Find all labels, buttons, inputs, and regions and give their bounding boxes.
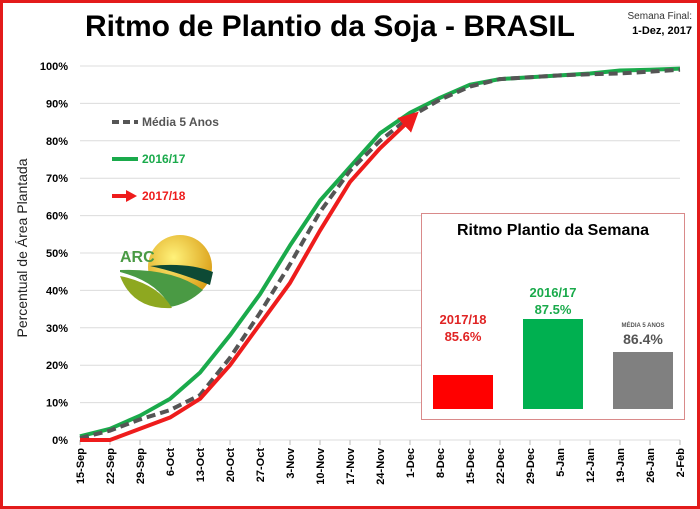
series-m-dia-5-anos <box>79 67 681 441</box>
y-tick-label: 80% <box>46 136 68 148</box>
x-tick-label: 2-Feb <box>675 448 687 478</box>
bar-label-2016-17: 2016/17 87.5% <box>529 285 577 317</box>
bar-label-2017-18: 2017/18 85.6% <box>439 312 487 344</box>
bar-2016-17 <box>523 319 583 409</box>
x-tick-label: 22-Dec <box>495 448 507 484</box>
x-tick-label: 20-Oct <box>225 448 237 483</box>
chart-title: Ritmo de Plantio da Soja - BRASIL <box>84 10 576 43</box>
week-info: Semana Final: 1-Dez, 2017 <box>628 10 692 39</box>
x-tick-label: 24-Nov <box>375 447 387 485</box>
y-tick-label: 0% <box>52 435 68 447</box>
x-tick-label: 15-Dec <box>465 448 477 484</box>
x-tick-label: 17-Nov <box>345 447 357 485</box>
y-tick-label: 40% <box>46 285 68 297</box>
arrow-icon <box>112 190 137 202</box>
week-label: Semana Final: <box>627 11 692 22</box>
bar-2017-18 <box>433 375 493 409</box>
x-tick-label: 29-Sep <box>135 448 147 484</box>
y-tick-label: 70% <box>46 173 68 185</box>
x-tick-label: 8-Dec <box>435 448 447 478</box>
y-tick-label: 90% <box>46 98 68 110</box>
x-tick-label: 6-Oct <box>165 448 177 476</box>
x-tick-label: 1-Dec <box>405 448 417 478</box>
y-axis-label: Percentual de Área Plantada <box>14 158 30 338</box>
legend-label: 2017/18 <box>142 189 186 203</box>
x-tick-label: 15-Sep <box>75 448 87 484</box>
x-tick-label: 13-Oct <box>195 448 207 483</box>
y-tick-label: 100% <box>40 61 68 73</box>
x-tick-label: 19-Jan <box>615 448 627 483</box>
y-tick-label: 20% <box>46 360 68 372</box>
legend-2016: 2016/17 <box>112 152 185 166</box>
x-tick-label: 27-Oct <box>255 448 267 483</box>
dashed-line-icon <box>112 120 138 124</box>
x-tick-label: 5-Jan <box>555 448 567 477</box>
svg-text:ARC: ARC <box>120 249 155 266</box>
x-tick-label: 22-Sep <box>105 448 117 484</box>
x-tick-label: 29-Dec <box>525 448 537 484</box>
y-tick-label: 30% <box>46 323 68 335</box>
x-tick-label: 10-Nov <box>315 447 327 485</box>
weekly-pace-inset: Ritmo Plantio da Semana 2017/18 85.6% 201… <box>421 213 685 420</box>
x-tick-label: 12-Jan <box>585 448 597 483</box>
bar-media <box>613 352 673 409</box>
x-tick-label: 3-Nov <box>285 447 297 478</box>
bar-label-media: MÉDIA 5 ANOS 86.4% <box>621 323 665 347</box>
x-tick-label: 26-Jan <box>645 448 657 483</box>
series-2017-18 <box>80 111 419 442</box>
y-tick-label: 50% <box>46 248 68 260</box>
legend-label: 2016/17 <box>142 152 186 166</box>
y-tick-label: 10% <box>46 398 68 410</box>
week-date: 1-Dez, 2017 <box>632 25 692 37</box>
legend-2017: 2017/18 <box>112 189 185 203</box>
y-tick-label: 60% <box>46 211 68 223</box>
inset-title: Ritmo Plantio da Semana <box>456 222 650 239</box>
series-2016-17 <box>79 66 681 439</box>
legend-media: Média 5 Anos <box>112 115 219 129</box>
line-icon <box>112 157 138 161</box>
legend-label: Média 5 Anos <box>142 115 219 129</box>
arc-logo: ARC <box>120 235 213 309</box>
